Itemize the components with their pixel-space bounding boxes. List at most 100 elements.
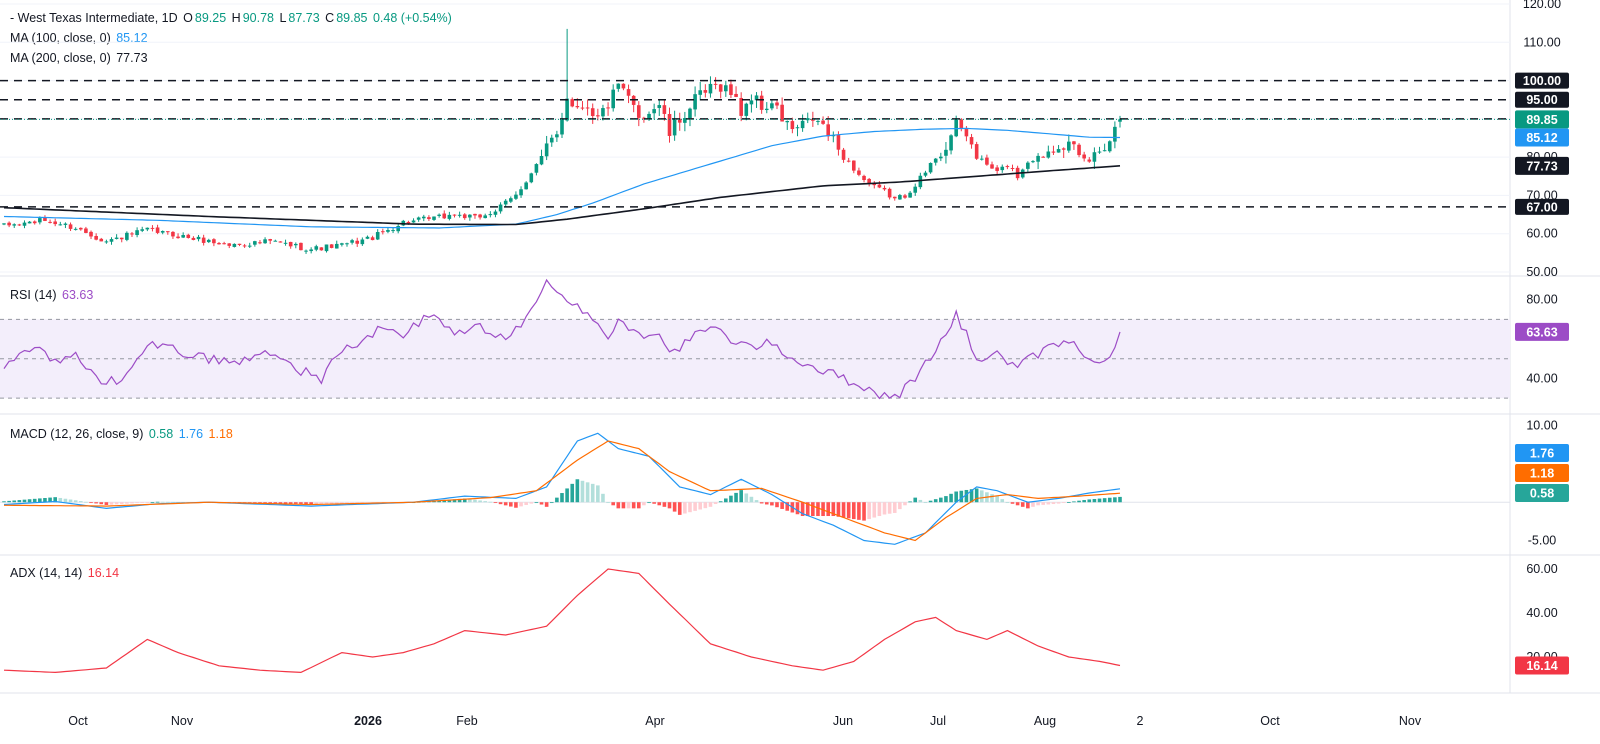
candle-body <box>319 247 324 251</box>
candle-body <box>739 97 743 116</box>
candle-body <box>391 230 395 232</box>
macd-hist-bar <box>309 502 313 505</box>
macd-hist-bar <box>273 502 278 504</box>
change-value: 0.48 (+0.54%) <box>372 11 452 25</box>
macd-hist-bar <box>672 502 677 512</box>
candle-body <box>708 83 713 94</box>
macd-hist-bar <box>104 502 109 505</box>
macd-hist-bar <box>1077 500 1081 503</box>
macd-hist-bar <box>959 490 964 503</box>
rsi-tick-label: 80.00 <box>1526 293 1557 307</box>
candle-body <box>826 124 831 137</box>
macd-hist-bar <box>48 497 52 503</box>
macd-hist-bar <box>683 502 687 514</box>
time-axis-label: Aug <box>1034 714 1056 728</box>
macd-hist-bar <box>964 489 969 503</box>
candle-body <box>263 239 267 244</box>
candle-body <box>729 84 733 95</box>
macd-hist-bar <box>340 502 344 504</box>
rsi-value-label: 63.63 <box>1526 325 1557 339</box>
macd-hist-bar <box>1000 499 1005 503</box>
time-axis-label: 2026 <box>354 714 382 728</box>
candle-body <box>698 90 703 95</box>
candle-body <box>130 233 134 235</box>
candle-body <box>150 227 155 229</box>
macd-hist-bar <box>503 502 508 506</box>
macd-hist-bar <box>1067 502 1071 503</box>
macd-hist-bar <box>1051 502 1056 505</box>
candle-body <box>647 113 651 119</box>
candle-body <box>375 232 380 240</box>
macd-hist-bar <box>1118 496 1122 503</box>
candle-body <box>652 109 656 114</box>
candle-body <box>1000 166 1005 171</box>
macd-hist-bar <box>1036 502 1040 506</box>
candle-body <box>1005 166 1010 168</box>
macd-hist-bar <box>990 494 994 503</box>
price-label-last-price: 89.85 <box>1526 113 1557 127</box>
candle-body <box>764 108 769 111</box>
macd-hist-bar <box>58 497 63 503</box>
macd-hist-bar <box>319 502 324 504</box>
candle-body <box>355 240 360 244</box>
candle-body <box>258 242 262 244</box>
macd-hist-bar <box>524 502 528 505</box>
candle-body <box>381 231 385 233</box>
candle-body <box>386 229 390 232</box>
macd-hist-bar <box>749 496 754 503</box>
time-axis-label: Nov <box>171 714 194 728</box>
candle-body <box>406 221 411 224</box>
candle-body <box>457 214 462 216</box>
macd-hist-bar <box>570 483 575 503</box>
macd-hist-bar <box>565 488 569 503</box>
macd-hist-bar <box>939 497 943 503</box>
macd-hist-bar <box>933 499 938 503</box>
candle-body <box>181 235 185 238</box>
candle-body <box>196 236 201 240</box>
macd-hist-bar <box>452 499 457 503</box>
candle-body <box>759 95 764 110</box>
candle-body <box>642 117 646 119</box>
macd-hist-bar <box>647 502 651 504</box>
macd-hist-bar <box>616 502 621 509</box>
macd-hist-bar <box>918 499 923 503</box>
macd-label: MACD (12, 26, close, 9) <box>10 427 144 441</box>
candle-body <box>191 237 196 240</box>
candle-body <box>590 108 595 117</box>
macd-line <box>3 432 1121 545</box>
candle-body <box>560 119 564 135</box>
macd-hist-bar <box>253 502 257 504</box>
macd-hist-bar <box>585 482 590 503</box>
adx-value-label: 16.14 <box>1526 659 1557 673</box>
macd-hist-bar <box>478 500 482 503</box>
candle-body <box>442 213 447 219</box>
high-label: H <box>231 11 241 25</box>
macd-value: 0.58 <box>148 427 174 441</box>
adx-tick-label: 40.00 <box>1526 606 1557 620</box>
ma100-value: 85.12 <box>116 31 148 45</box>
macd-hist-bar <box>488 501 493 503</box>
price-label-box <box>1515 128 1569 147</box>
macd-hist-bar <box>7 500 11 503</box>
candle-body <box>114 237 119 239</box>
candle-body <box>227 243 232 246</box>
macd-hist-bar <box>1026 502 1030 509</box>
macd-hist-bar <box>135 502 139 504</box>
high-value: 90.78 <box>242 11 274 25</box>
candle-body <box>724 85 728 92</box>
candle-body <box>990 164 994 169</box>
macd-hist-bar <box>119 502 124 505</box>
candle-body <box>427 217 431 220</box>
candle-body <box>867 178 871 184</box>
low-value: 87.73 <box>288 11 320 25</box>
macd-hist-bar <box>1020 502 1025 507</box>
candle-body <box>985 157 989 165</box>
macd-hist-bar <box>734 492 738 503</box>
candle-body <box>350 240 354 243</box>
candle-body <box>1026 162 1030 169</box>
adx-tick-label: 60.00 <box>1526 562 1557 576</box>
candle-body <box>1107 141 1112 152</box>
candle-body <box>498 204 503 212</box>
macd-hist-bar <box>63 498 68 503</box>
